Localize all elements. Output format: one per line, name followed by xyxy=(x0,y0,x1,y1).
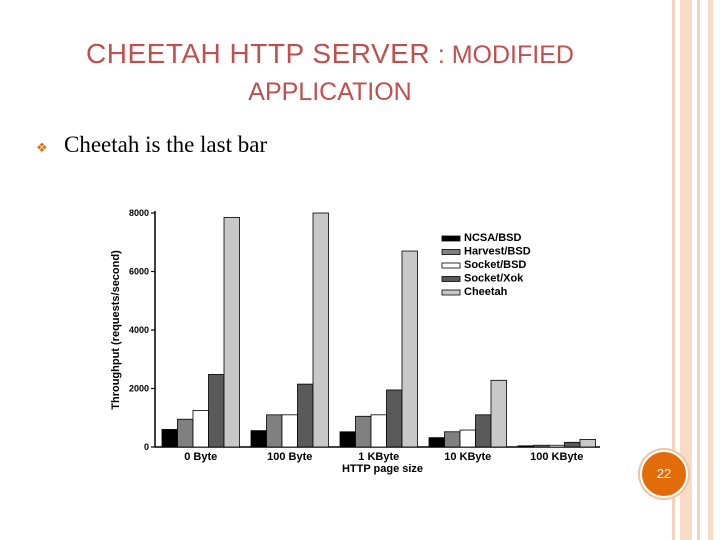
x-tick-label: 10 KByte xyxy=(444,451,491,463)
legend-label: Socket/Xok xyxy=(464,273,524,285)
bar xyxy=(355,415,372,448)
slide-title-rest: : MODIFIED xyxy=(437,41,574,69)
bar xyxy=(223,216,240,448)
x-tick-label: 1 KByte xyxy=(358,451,399,463)
bullet-text: Cheetah is the last bar xyxy=(64,132,268,157)
bar xyxy=(192,410,209,448)
bar xyxy=(475,414,492,448)
y-tick-label: 2000 xyxy=(129,384,149,394)
throughput-bar-chart: 0 2000 4000 6000 8000 Throughput (requests/se… xyxy=(110,208,600,475)
legend-label: NCSA/BSD xyxy=(464,232,522,244)
legend-swatch xyxy=(441,276,461,282)
y-tick-label: 6000 xyxy=(129,267,149,277)
x-axis-label: HTTP page size xyxy=(342,463,423,475)
bar xyxy=(490,379,507,448)
bar xyxy=(428,437,445,448)
x-tick-label: 0 Byte xyxy=(184,451,217,463)
legend-swatch xyxy=(441,235,461,242)
bar xyxy=(339,431,356,448)
legend-swatch xyxy=(441,262,461,269)
bar xyxy=(564,441,581,448)
legend-label: Socket/BSD xyxy=(464,259,526,271)
y-tick-label: 0 xyxy=(144,442,149,452)
bullet-icon: ❖ xyxy=(36,140,48,155)
bar xyxy=(266,414,283,448)
bar xyxy=(250,430,267,448)
bar xyxy=(548,444,565,448)
decor-stripe-3 xyxy=(697,0,700,540)
bar xyxy=(208,374,225,448)
y-tick-label: 8000 xyxy=(129,208,149,218)
legend-swatch xyxy=(441,289,461,296)
bar xyxy=(444,431,461,448)
decor-stripe-1 xyxy=(672,0,675,540)
x-tick-label: 100 KByte xyxy=(530,451,583,463)
bar xyxy=(386,389,403,448)
x-tick-label: 100 Byte xyxy=(267,451,312,463)
bar xyxy=(401,250,418,448)
bar xyxy=(312,212,329,448)
decor-stripe-2 xyxy=(680,0,692,540)
y-axis-label: Throughput (requests/second) xyxy=(110,250,122,410)
legend-swatch xyxy=(441,249,461,255)
legend-label: Harvest/BSD xyxy=(464,246,531,258)
legend-label: Cheetah xyxy=(464,286,508,298)
decor-stripe-4 xyxy=(708,0,713,540)
bar xyxy=(177,418,194,448)
bar xyxy=(370,414,387,448)
slide-title-line2: APPLICATION xyxy=(248,78,412,106)
slide-title: CHEETAH HTTP SERVER : MODIFIED xyxy=(0,38,660,70)
bar xyxy=(297,383,314,448)
bar xyxy=(459,429,476,448)
bar xyxy=(533,444,550,448)
slide-number: 22 xyxy=(640,450,688,498)
y-tick-label: 4000 xyxy=(129,325,149,335)
bar xyxy=(579,438,596,448)
bar xyxy=(281,414,298,448)
slide-title-main: CHEETAH HTTP SERVER xyxy=(86,38,431,69)
bar xyxy=(517,445,534,448)
bar xyxy=(161,429,178,448)
